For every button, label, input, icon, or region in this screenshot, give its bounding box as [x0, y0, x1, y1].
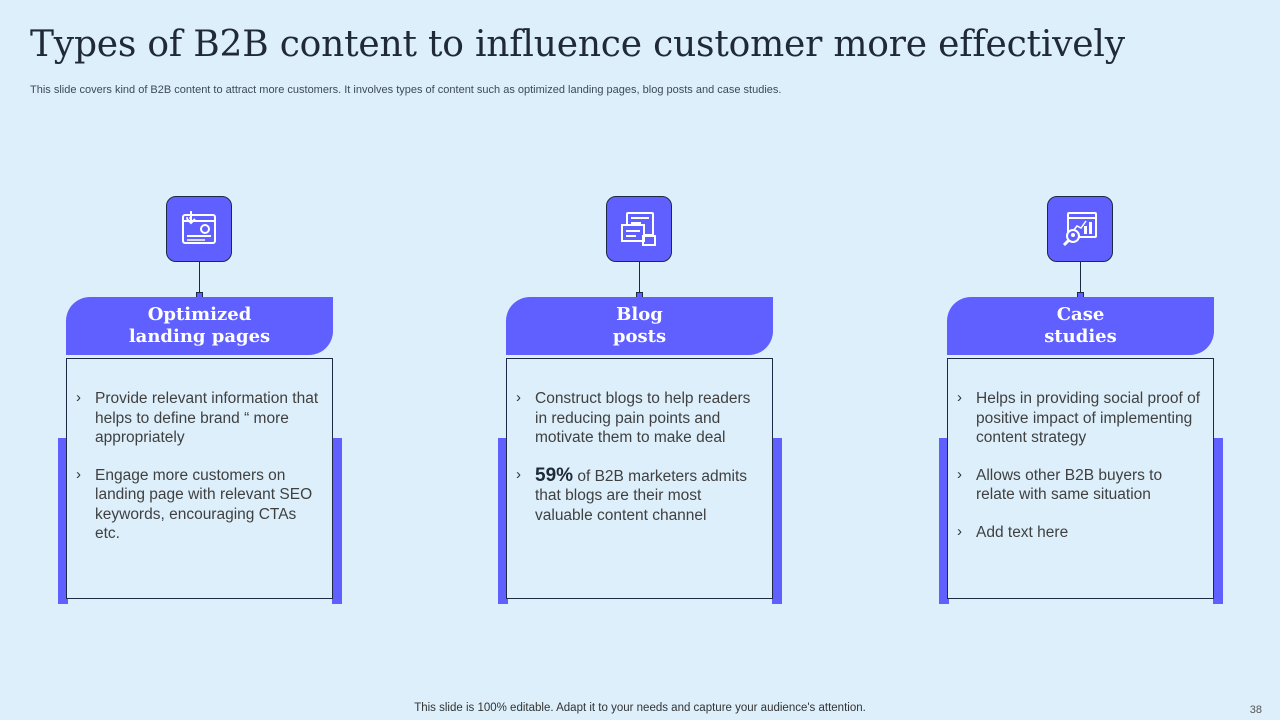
- card-body: Helps in providing social proof of posit…: [947, 358, 1214, 599]
- card-heading: Blog posts: [506, 297, 773, 355]
- card-optimized-landing-pages: Optimized landing pages Provide relevant…: [58, 196, 342, 606]
- connector-line: [639, 262, 640, 292]
- stat-bullet: 59% of B2B marketers admits that blogs a…: [516, 464, 760, 526]
- card-body: Construct blogs to help readers in reduc…: [506, 358, 773, 599]
- blog-document-icon: [606, 196, 672, 262]
- bullet-item: Construct blogs to help readers in reduc…: [516, 388, 760, 448]
- stat-value: 59%: [535, 464, 574, 486]
- card-side-accent: [332, 438, 342, 604]
- case-study-analytics-icon: [1047, 196, 1113, 262]
- bullet-item: Add text here: [957, 522, 1201, 543]
- landing-page-settings-icon: [166, 196, 232, 262]
- bullet-item: Allows other B2B buyers to relate with s…: [957, 465, 1201, 505]
- card-side-accent: [1213, 438, 1223, 604]
- bullet-list: Construct blogs to help readers in reduc…: [507, 359, 772, 525]
- bullet-item: Engage more customers on landing page wi…: [76, 465, 320, 544]
- slide-subtitle: This slide covers kind of B2B content to…: [30, 84, 782, 96]
- card-side-accent: [58, 438, 68, 604]
- card-blog-posts: Blog posts Construct blogs to help reade…: [498, 196, 782, 606]
- card-side-accent: [498, 438, 508, 604]
- connector-line: [1080, 262, 1081, 292]
- card-side-accent: [939, 438, 949, 604]
- card-heading: Optimized landing pages: [66, 297, 333, 355]
- connector-line: [199, 262, 200, 292]
- card-body: Provide relevant information that helps …: [66, 358, 333, 599]
- stat-text: of B2B marketers admits that blogs are t…: [535, 467, 748, 524]
- slide-footer: This slide is 100% editable. Adapt it to…: [414, 702, 866, 714]
- card-side-accent: [772, 438, 782, 604]
- bullet-list: Helps in providing social proof of posit…: [948, 359, 1213, 542]
- card-case-studies: Case studies Helps in providing social p…: [939, 196, 1223, 606]
- bullet-item: Provide relevant information that helps …: [76, 388, 320, 448]
- bullet-item: Helps in providing social proof of posit…: [957, 388, 1201, 448]
- page-number: 38: [1249, 704, 1262, 716]
- bullet-list: Provide relevant information that helps …: [67, 359, 332, 544]
- slide-title: Types of B2B content to influence custom…: [30, 24, 1125, 65]
- card-heading: Case studies: [947, 297, 1214, 355]
